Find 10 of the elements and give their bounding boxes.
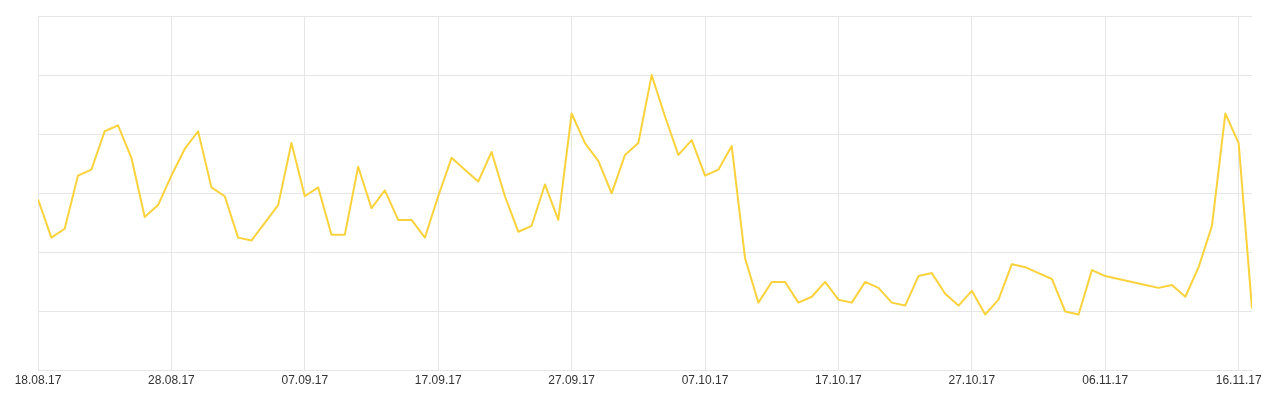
x-tick-label: 16.11.17 xyxy=(1215,373,1262,388)
x-tick-label: 17.09.17 xyxy=(414,373,462,388)
x-tick-label: 27.09.17 xyxy=(548,373,596,388)
x-tick-label: 07.09.17 xyxy=(281,373,329,388)
x-tick-label: 27.10.17 xyxy=(948,373,996,388)
x-tick-label: 06.11.17 xyxy=(1082,373,1129,388)
x-tick-label: 18.08.17 xyxy=(14,373,62,388)
x-tick-label: 28.08.17 xyxy=(148,373,196,388)
x-tick-label: 17.10.17 xyxy=(815,373,863,388)
x-tick-label: 07.10.17 xyxy=(681,373,729,388)
